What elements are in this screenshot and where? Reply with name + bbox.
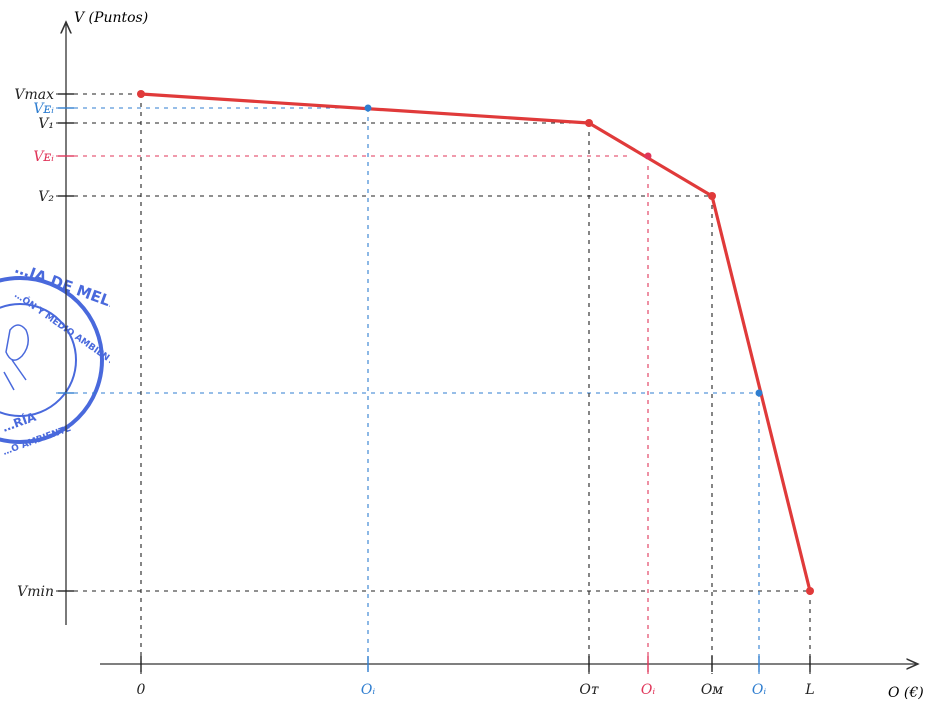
y-tick-label-vei-red: Vᴇᵢ xyxy=(33,149,54,165)
curve-vertex-0 xyxy=(137,90,145,98)
curve-vertex-1 xyxy=(585,119,593,127)
x-tick-label-om: Oᴍ xyxy=(701,682,724,698)
value-curve xyxy=(137,90,814,595)
official-seal-stamp: …IA DE MELILLA …ÓN Y MEDIO AMBIENTE …RÍA… xyxy=(0,259,148,458)
guide-lines xyxy=(56,93,811,674)
marked-point-0 xyxy=(364,104,372,112)
y-tick-label-vei-blue: Vᴇᵢ xyxy=(33,101,54,117)
y-tick-label-v1: V₁ xyxy=(38,116,54,132)
y-axis-label: V (Puntos) xyxy=(74,10,148,26)
series-line-0 xyxy=(140,92,812,592)
seal-text-top: …IA DE MELILLA xyxy=(13,259,148,323)
x-axis-label: O (€) xyxy=(888,685,924,701)
x-tick-label-zero: 0 xyxy=(137,682,146,698)
y-tick-label-vmin: Vmin xyxy=(17,584,54,600)
x-tick-label-ot: Oᴛ xyxy=(579,682,598,698)
marked-point-2 xyxy=(755,389,763,397)
x-tick-label-l: L xyxy=(804,682,814,698)
y-tick-label-vmax: Vmax xyxy=(14,87,54,103)
x-tick-label-oi-blue-1: Oᵢ xyxy=(361,682,375,698)
seal-text-bottom: …RÍA xyxy=(0,409,39,435)
y-tick-label-v2: V₂ xyxy=(38,189,54,205)
curve-vertex-3 xyxy=(806,587,814,595)
marked-point-1 xyxy=(644,152,652,160)
axis-ticks xyxy=(58,93,811,672)
x-tick-label-oi-red: Oᵢ xyxy=(641,682,655,698)
curve-vertex-2 xyxy=(708,192,716,200)
seal-emblem-icon xyxy=(3,324,29,391)
x-tick-label-oi-blue-2: Oᵢ xyxy=(752,682,766,698)
